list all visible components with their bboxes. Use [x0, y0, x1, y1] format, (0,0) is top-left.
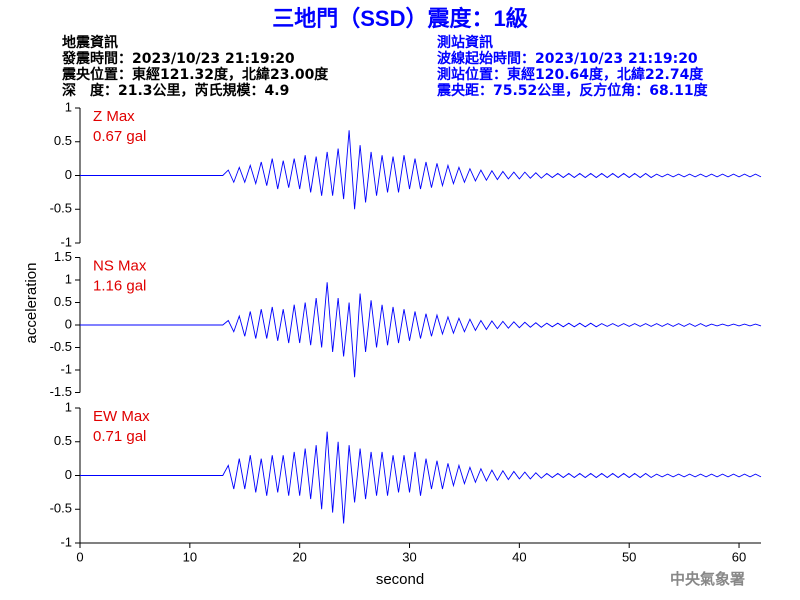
component-name: NS Max: [93, 257, 147, 274]
info-right: 震央距：75.52公里，反方位角：68.11度: [436, 82, 709, 99]
info-left: 地震資訊: [62, 34, 118, 51]
max-value: 0.71 gal: [93, 428, 146, 445]
y-tick-label: 0: [65, 316, 72, 331]
info-right: 波線起始時間：2023/10/23 21:19:20: [437, 50, 698, 67]
y-tick-label: 0.5: [54, 433, 72, 448]
y-tick-label: 0: [65, 467, 72, 482]
component-name: EW Max: [93, 408, 150, 425]
y-axis-label: acceleration: [23, 263, 40, 344]
y-tick-label: -0.5: [50, 339, 72, 354]
info-left: 深 度：21.3公里，芮氏規模：4.9: [62, 82, 289, 99]
y-tick-label: -0.5: [50, 201, 72, 216]
x-tick-label: 50: [622, 549, 636, 564]
max-value: 1.16 gal: [93, 277, 146, 294]
x-tick-label: 30: [402, 549, 416, 564]
footer: 中央氣象署: [670, 570, 745, 588]
x-tick-label: 60: [732, 549, 746, 564]
component-name: Z Max: [93, 108, 135, 125]
title: 三地門（SSD）震度：1級: [272, 6, 527, 31]
y-tick-label: 1: [65, 271, 72, 286]
y-tick-label: 0: [65, 167, 72, 182]
info-right: 測站位置：東經120.64度，北緯22.74度: [437, 66, 704, 83]
info-left: 震央位置：東經121.32度，北緯23.00度: [61, 66, 329, 83]
max-value: 0.67 gal: [93, 128, 146, 145]
x-tick-label: 10: [183, 549, 197, 564]
info-right: 測站資訊: [437, 34, 493, 51]
waveform: [80, 431, 762, 524]
x-tick-label: 40: [512, 549, 526, 564]
waveform: [80, 282, 762, 378]
x-tick-label: 0: [76, 549, 83, 564]
y-tick-label: -1.5: [50, 384, 72, 399]
y-tick-label: 0.5: [54, 294, 72, 309]
y-tick-label: 1: [65, 99, 72, 114]
x-axis-label: second: [376, 571, 424, 588]
y-tick-label: -1: [60, 534, 72, 549]
info-left: 發震時間：2023/10/23 21:19:20: [61, 50, 295, 67]
y-tick-label: 1.5: [54, 249, 72, 264]
waveform: [80, 130, 762, 210]
y-tick-label: 1: [65, 399, 72, 414]
x-tick-label: 20: [292, 549, 306, 564]
y-tick-label: 0.5: [54, 133, 72, 148]
y-tick-label: -1: [60, 361, 72, 376]
y-tick-label: -1: [60, 234, 72, 249]
y-tick-label: -0.5: [50, 501, 72, 516]
